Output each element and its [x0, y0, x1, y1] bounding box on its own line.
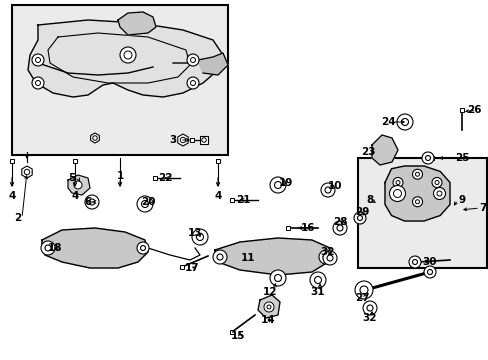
Text: 4: 4	[214, 191, 221, 201]
Text: 24: 24	[380, 117, 394, 127]
Text: 22: 22	[158, 173, 172, 183]
Polygon shape	[68, 175, 90, 195]
Bar	[429, 156, 433, 160]
Text: 7: 7	[478, 203, 486, 213]
Text: 4: 4	[8, 191, 16, 201]
Text: 21: 21	[235, 195, 250, 205]
Text: 28: 28	[332, 217, 346, 227]
Polygon shape	[215, 238, 329, 275]
Circle shape	[264, 302, 273, 312]
Text: 18: 18	[48, 243, 62, 253]
Text: 8: 8	[366, 195, 373, 205]
Text: 1: 1	[116, 171, 123, 181]
Circle shape	[412, 169, 422, 179]
Circle shape	[320, 183, 334, 197]
Circle shape	[412, 197, 422, 207]
Text: 23: 23	[360, 147, 374, 157]
Text: 3: 3	[169, 135, 176, 145]
Text: 29: 29	[354, 207, 368, 217]
Text: 2: 2	[14, 213, 21, 223]
Circle shape	[41, 241, 55, 255]
Text: 12: 12	[262, 287, 277, 297]
Circle shape	[362, 301, 376, 315]
Circle shape	[332, 221, 346, 235]
Circle shape	[120, 47, 136, 63]
Text: 20: 20	[141, 197, 155, 207]
Polygon shape	[22, 166, 32, 178]
Text: 17: 17	[184, 263, 199, 273]
Bar	[357, 158, 486, 268]
Polygon shape	[28, 20, 223, 97]
Circle shape	[137, 242, 149, 254]
Text: 5: 5	[68, 173, 76, 183]
Text: 9: 9	[458, 195, 465, 205]
Text: 27: 27	[354, 293, 368, 303]
Bar	[12, 5, 227, 155]
Polygon shape	[42, 228, 148, 268]
Circle shape	[32, 77, 44, 89]
Circle shape	[392, 177, 402, 188]
Circle shape	[74, 181, 82, 189]
Bar	[200, 136, 207, 144]
Circle shape	[323, 251, 336, 265]
Polygon shape	[198, 53, 227, 75]
Text: 32: 32	[320, 247, 335, 257]
Text: 25: 25	[454, 153, 468, 163]
Circle shape	[353, 212, 365, 224]
Polygon shape	[118, 12, 156, 35]
Circle shape	[423, 266, 435, 278]
Bar	[153, 176, 157, 180]
Text: 10: 10	[327, 181, 342, 191]
Bar	[10, 159, 14, 163]
Text: 30: 30	[422, 257, 436, 267]
Circle shape	[186, 54, 199, 66]
Text: 26: 26	[466, 105, 480, 115]
Circle shape	[421, 152, 433, 164]
Bar	[415, 260, 419, 264]
Text: 14: 14	[260, 315, 275, 325]
Circle shape	[269, 177, 285, 193]
Polygon shape	[178, 134, 188, 146]
Circle shape	[137, 196, 153, 212]
Bar	[190, 138, 194, 142]
Circle shape	[309, 272, 325, 288]
Bar	[216, 159, 220, 163]
Circle shape	[354, 281, 372, 299]
Bar	[180, 265, 183, 269]
Text: 31: 31	[310, 287, 325, 297]
Text: 15: 15	[230, 331, 245, 341]
Polygon shape	[371, 135, 397, 165]
Bar	[73, 159, 77, 163]
Text: 32: 32	[362, 313, 376, 323]
Bar	[229, 198, 234, 202]
Circle shape	[192, 229, 207, 245]
Circle shape	[433, 188, 445, 199]
Circle shape	[318, 250, 332, 264]
Polygon shape	[384, 166, 449, 221]
Bar	[229, 330, 234, 334]
Circle shape	[408, 256, 420, 268]
Circle shape	[213, 250, 226, 264]
Circle shape	[186, 77, 199, 89]
Text: 16: 16	[300, 223, 315, 233]
Circle shape	[389, 185, 405, 202]
Text: 4: 4	[71, 191, 79, 201]
Circle shape	[85, 195, 99, 209]
Circle shape	[32, 54, 44, 66]
Polygon shape	[258, 295, 280, 318]
Bar	[285, 226, 289, 230]
Text: 11: 11	[240, 253, 255, 263]
Circle shape	[396, 114, 412, 130]
Text: 13: 13	[187, 228, 202, 238]
Bar	[459, 108, 463, 112]
Text: 6: 6	[84, 197, 91, 207]
Polygon shape	[90, 133, 99, 143]
Circle shape	[269, 270, 285, 286]
Circle shape	[431, 177, 441, 188]
Text: 19: 19	[278, 178, 293, 188]
